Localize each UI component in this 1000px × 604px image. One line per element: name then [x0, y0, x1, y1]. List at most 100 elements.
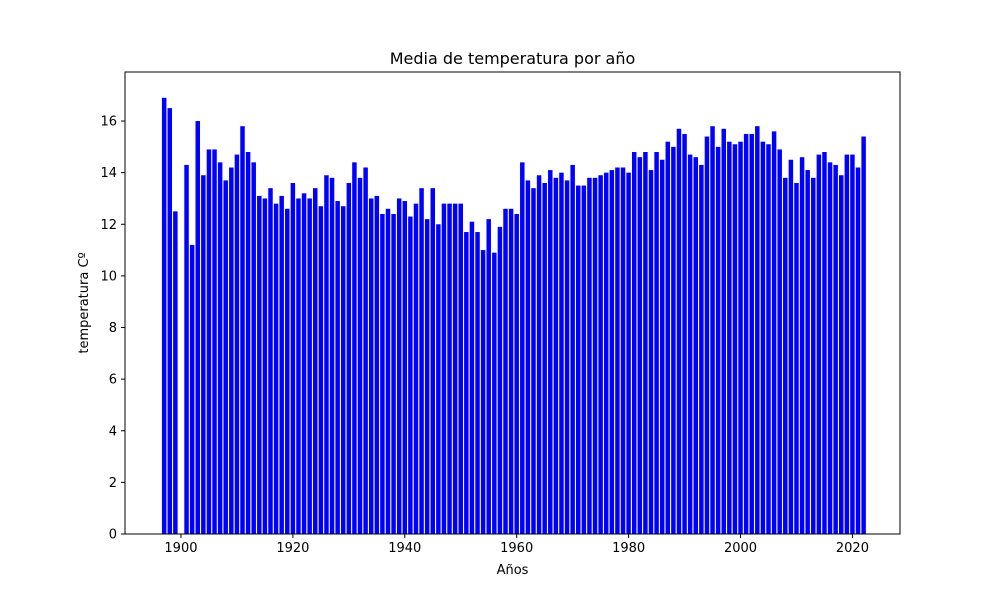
bar-2008 [783, 177, 788, 534]
bar-1910 [234, 154, 240, 534]
bar-1925 [318, 206, 324, 534]
bar-2012 [805, 170, 810, 534]
bar-1969 [564, 180, 570, 534]
bar-1903 [195, 121, 200, 534]
bar-1953 [475, 232, 480, 534]
bar-1905 [206, 149, 212, 534]
bar-1988 [671, 146, 676, 534]
bar-1985 [654, 152, 659, 534]
bar-1973 [587, 177, 592, 534]
bar-1948 [447, 203, 452, 534]
bar-1918 [279, 195, 284, 534]
bar-1981 [631, 152, 637, 534]
bar-1967 [553, 177, 559, 534]
bar-1914 [257, 195, 262, 534]
bar-1906 [212, 149, 217, 534]
y-axis-ticks: 0 2 4 6 8 10 12 14 16 [100, 115, 125, 543]
bar-1966 [548, 170, 553, 534]
bar-2019 [844, 154, 850, 534]
x-tick-label: 1980 [612, 541, 645, 556]
y-tick-label: 16 [100, 115, 117, 130]
bar-1932 [357, 177, 363, 534]
bar-1913 [251, 162, 256, 534]
bar-2005 [766, 144, 771, 534]
bar-2006 [771, 131, 777, 535]
bar-1897 [161, 97, 167, 534]
bar-1926 [324, 175, 329, 535]
bar-1946 [436, 224, 441, 534]
y-tick-label: 6 [109, 373, 117, 388]
bar-1963 [531, 188, 536, 534]
bar-1952 [469, 221, 475, 534]
x-tick-label: 2020 [836, 541, 869, 556]
bar-1989 [676, 128, 682, 534]
bar-2010 [794, 182, 799, 535]
bar-1995 [710, 126, 715, 534]
bar-2000 [738, 141, 743, 534]
bar-1962 [525, 180, 531, 534]
bar-1950 [458, 203, 463, 534]
bar-1979 [620, 167, 626, 534]
y-tick-label: 8 [109, 321, 117, 336]
bar-1955 [486, 219, 491, 534]
bar-2011 [799, 157, 805, 535]
bar-2002 [749, 133, 754, 534]
x-tick-label: 1920 [276, 541, 309, 556]
bar-1941 [408, 216, 413, 535]
bar-1991 [687, 154, 693, 534]
bar-1940 [402, 201, 408, 535]
bar-1964 [536, 175, 542, 535]
bar-1944 [424, 219, 430, 534]
bars-group [161, 97, 866, 535]
bar-1924 [313, 188, 318, 534]
bar-1933 [363, 167, 368, 534]
bar-1904 [201, 175, 206, 535]
y-tick-label: 0 [109, 528, 117, 543]
bar-2015 [822, 152, 827, 534]
bar-1916 [268, 188, 273, 534]
plot-frame [124, 71, 901, 535]
bar-1997 [721, 128, 726, 534]
bar-1938 [391, 213, 396, 534]
bar-1965 [542, 182, 547, 535]
x-axis-label: Años [497, 563, 529, 578]
y-tick-label: 10 [100, 269, 117, 284]
x-tick-label: 1940 [388, 541, 421, 556]
bar-1993 [699, 164, 704, 535]
bar-1974 [592, 177, 598, 534]
bar-1976 [603, 172, 609, 534]
bar-1919 [285, 208, 290, 535]
y-tick-label: 14 [100, 166, 117, 181]
bar-1921 [296, 198, 301, 534]
bar-1911 [240, 126, 245, 534]
x-tick-label: 1960 [500, 541, 533, 556]
bar-2017 [833, 164, 838, 535]
bar-1957 [497, 226, 503, 535]
bar-1970 [570, 164, 575, 535]
bar-1977 [609, 170, 615, 534]
bar-1996 [715, 146, 721, 534]
y-tick-label: 4 [109, 424, 117, 439]
bar-1980 [626, 172, 631, 534]
bar-1975 [598, 175, 603, 535]
bar-2014 [816, 154, 822, 534]
x-axis-ticks: 1900 1920 1940 1960 1980 2000 2020 [164, 534, 869, 556]
x-tick-label: 2000 [724, 541, 757, 556]
bar-1972 [581, 185, 587, 534]
bar-1898 [167, 108, 173, 534]
bar-1949 [452, 203, 458, 534]
bar-1936 [380, 213, 385, 534]
bar-2001 [743, 133, 749, 534]
bar-1978 [615, 167, 620, 534]
bar-1990 [682, 133, 687, 534]
bar-1912 [245, 152, 251, 534]
bar-1899 [173, 211, 178, 534]
bar-2020 [850, 154, 855, 534]
bar-1942 [413, 203, 419, 534]
bar-1928 [335, 201, 340, 535]
bar-1992 [693, 157, 698, 535]
bar-2004 [760, 141, 766, 534]
bar-1935 [374, 195, 380, 534]
